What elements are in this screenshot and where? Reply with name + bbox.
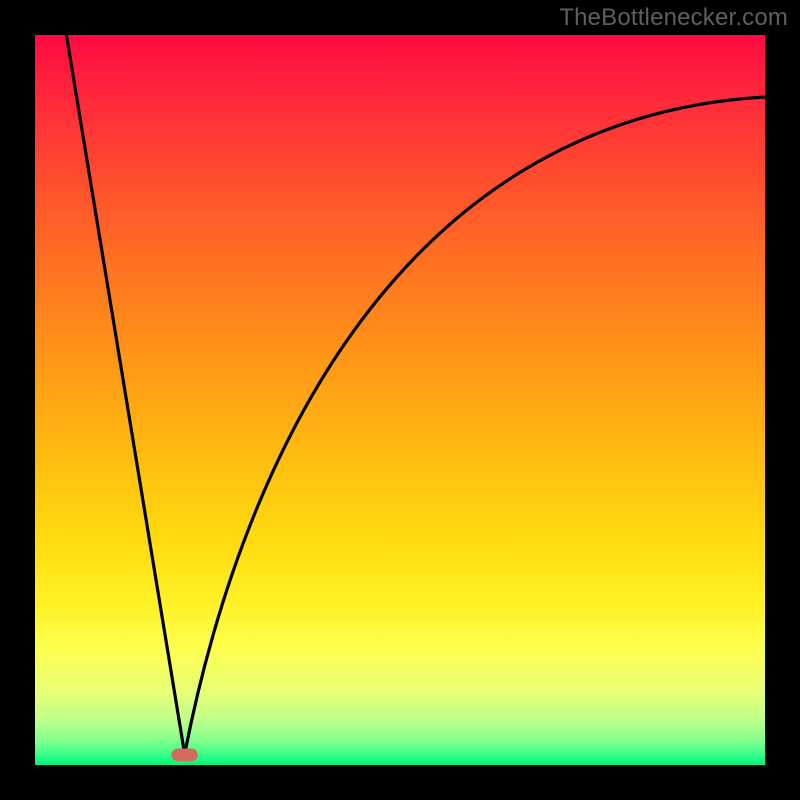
chart-container: TheBottlenecker.com	[0, 0, 800, 800]
plot-gradient-area	[35, 35, 765, 765]
watermark-text: TheBottlenecker.com	[559, 4, 788, 32]
valley-marker	[172, 749, 198, 761]
bottleneck-chart	[0, 0, 800, 800]
